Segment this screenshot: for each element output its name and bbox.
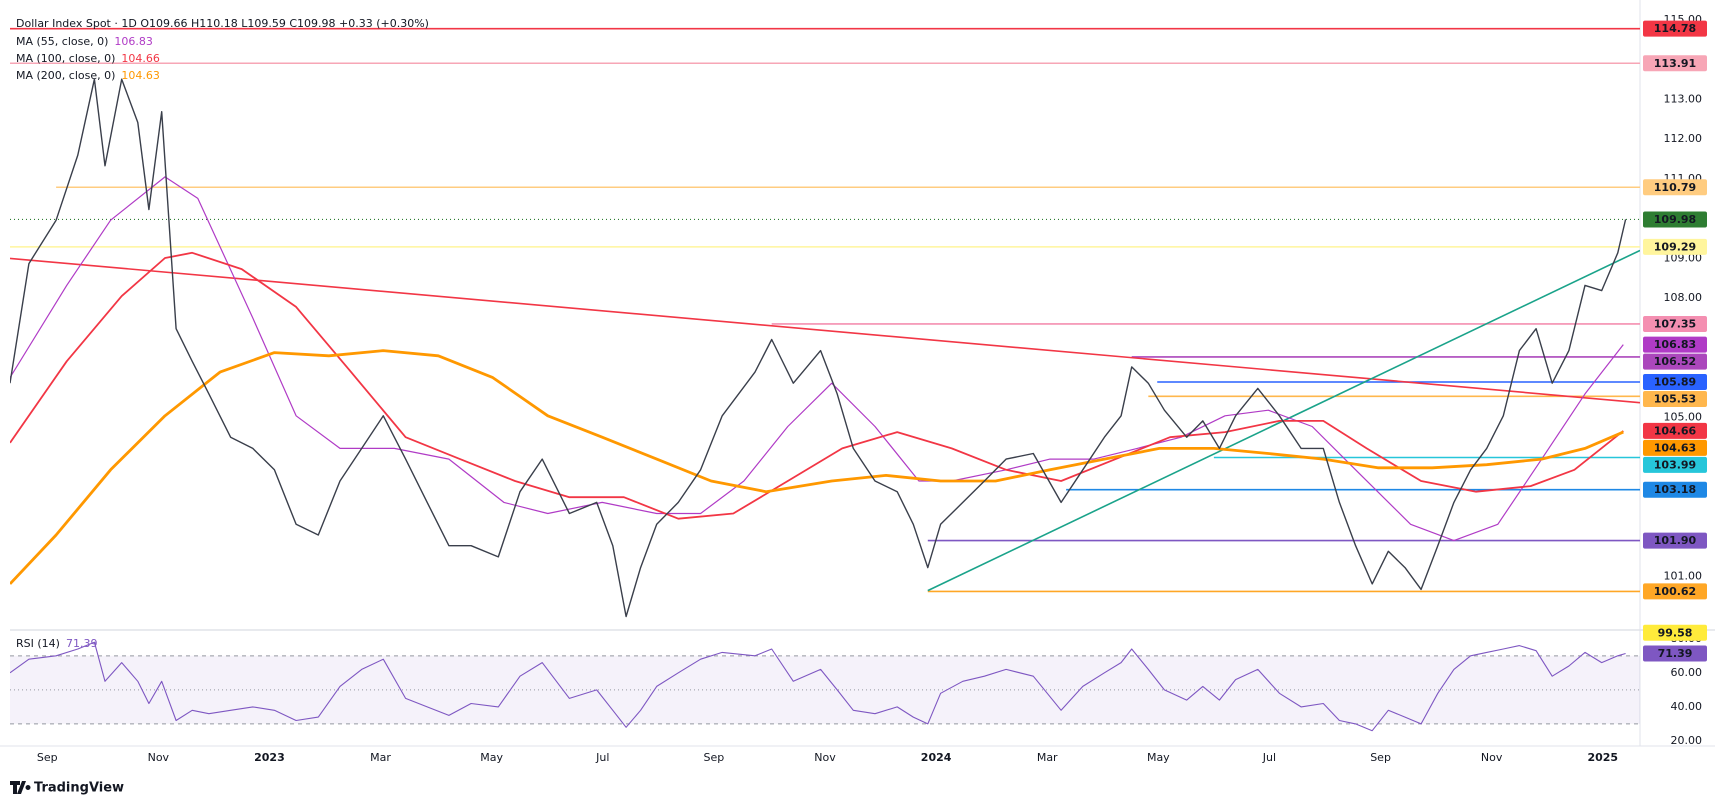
x-tick-label: Sep bbox=[37, 751, 58, 764]
rsi-band bbox=[10, 655, 1640, 724]
levels-layer bbox=[10, 27, 1640, 593]
ma-line bbox=[10, 349, 1624, 585]
footer: TradingView bbox=[10, 781, 124, 796]
x-tick-label: Nov bbox=[1481, 751, 1503, 764]
price-badge-label: 71.39 bbox=[1658, 647, 1693, 660]
price-badge bbox=[1643, 532, 1707, 549]
y-tick-label: 101.00 bbox=[1664, 569, 1703, 582]
x-tick-label: May bbox=[480, 751, 503, 764]
x-tick-label: May bbox=[1147, 751, 1170, 764]
price-badge bbox=[1643, 456, 1707, 473]
price-badge-label: 103.99 bbox=[1654, 458, 1696, 471]
price-badge-label: 109.29 bbox=[1654, 240, 1696, 253]
price-badge bbox=[1643, 624, 1707, 641]
x-tick-label: Jul bbox=[1262, 751, 1276, 764]
rsi-tick-label: 20.00 bbox=[1671, 734, 1703, 747]
price-badge bbox=[1643, 353, 1707, 370]
legend-name: MA (200, close, 0) bbox=[16, 69, 115, 82]
price-badge-label: 104.63 bbox=[1654, 441, 1696, 454]
legend-entry: MA (100, close, 0) 104.66 bbox=[16, 52, 160, 65]
price-badge bbox=[1643, 238, 1707, 255]
price-badge-label: 113.91 bbox=[1654, 57, 1696, 70]
price-line bbox=[10, 78, 1627, 618]
price-badge bbox=[1643, 583, 1707, 600]
legend-entry: MA (55, close, 0) 106.83 bbox=[16, 35, 153, 48]
price-badge bbox=[1643, 439, 1707, 456]
rsi-legend-name: RSI (14) bbox=[16, 637, 60, 650]
price-badge bbox=[1643, 211, 1707, 228]
price-badge bbox=[1643, 179, 1707, 196]
x-tick-label: Sep bbox=[1370, 751, 1391, 764]
legend-name: MA (55, close, 0) bbox=[16, 35, 108, 48]
rsi-tick-label: 60.00 bbox=[1671, 666, 1703, 679]
price-badge-label: 106.52 bbox=[1654, 355, 1696, 368]
rsi-legend-value: 71.39 bbox=[66, 637, 98, 650]
y-tick-label: 108.00 bbox=[1664, 291, 1703, 304]
y-tick-label: 112.00 bbox=[1664, 132, 1703, 145]
y-tick-label: 105.00 bbox=[1664, 410, 1703, 423]
legend-value: 104.66 bbox=[121, 52, 160, 65]
x-tick-label: Nov bbox=[814, 751, 836, 764]
x-tick-label: Mar bbox=[1037, 751, 1058, 764]
price-badge bbox=[1643, 481, 1707, 498]
price-badge bbox=[1643, 645, 1707, 662]
legend-entry: MA (200, close, 0) 104.63 bbox=[16, 69, 160, 82]
x-tick-label: 2025 bbox=[1587, 751, 1618, 764]
trend-line bbox=[10, 257, 1640, 404]
price-badge-label: 100.62 bbox=[1654, 585, 1696, 598]
y-tick-label: 113.00 bbox=[1664, 92, 1703, 105]
price-badge bbox=[1643, 336, 1707, 353]
price-badge-label: 104.66 bbox=[1654, 424, 1697, 437]
rsi-legend: RSI (14) 71.39 bbox=[16, 637, 97, 650]
price-badge-label: 101.90 bbox=[1654, 534, 1697, 547]
price-badge-label: 99.58 bbox=[1658, 626, 1693, 639]
footer-logo bbox=[10, 781, 31, 794]
ma-line bbox=[10, 251, 1624, 520]
price-badge-label: 103.18 bbox=[1654, 483, 1696, 496]
price-badge bbox=[1643, 55, 1707, 72]
price-badge bbox=[1643, 20, 1707, 37]
x-tick-label: Jul bbox=[595, 751, 609, 764]
x-tick-label: 2024 bbox=[921, 751, 952, 764]
price-badge-label: 106.83 bbox=[1654, 338, 1696, 351]
legend-name: MA (100, close, 0) bbox=[16, 52, 115, 65]
badges-layer: 114.78 113.91 110.79 109.98 109.29 107.35 106.… bbox=[1643, 20, 1707, 662]
rsi-line bbox=[10, 641, 1626, 732]
rsi-tick-label: 40.00 bbox=[1671, 700, 1703, 713]
legend-value: 106.83 bbox=[114, 35, 153, 48]
chart-title: Dollar Index Spot · 1D O109.66 H110.18 L… bbox=[16, 17, 429, 30]
price-badge-label: 110.79 bbox=[1654, 181, 1696, 194]
price-badge-label: 107.35 bbox=[1654, 317, 1696, 330]
rsi-layer bbox=[10, 641, 1640, 732]
price-badge bbox=[1643, 373, 1707, 390]
price-badge-label: 105.53 bbox=[1654, 392, 1696, 405]
legend: Dollar Index Spot · 1D O109.66 H110.18 L… bbox=[16, 17, 429, 650]
x-tick-label: Mar bbox=[370, 751, 391, 764]
price-badge bbox=[1643, 422, 1707, 439]
price-badge-label: 114.78 bbox=[1654, 22, 1696, 35]
legend-value: 104.63 bbox=[121, 69, 160, 82]
footer-text: TradingView bbox=[34, 781, 124, 796]
x-tick-label: Sep bbox=[704, 751, 725, 764]
x-tick-label: Nov bbox=[148, 751, 170, 764]
price-badge bbox=[1643, 315, 1707, 332]
lines-layer bbox=[10, 78, 1627, 618]
price-badge-label: 109.98 bbox=[1654, 213, 1696, 226]
price-badge-label: 105.89 bbox=[1654, 375, 1696, 388]
price-badge bbox=[1643, 390, 1707, 407]
ma-line bbox=[10, 176, 1624, 542]
x-tick-label: 2023 bbox=[254, 751, 285, 764]
